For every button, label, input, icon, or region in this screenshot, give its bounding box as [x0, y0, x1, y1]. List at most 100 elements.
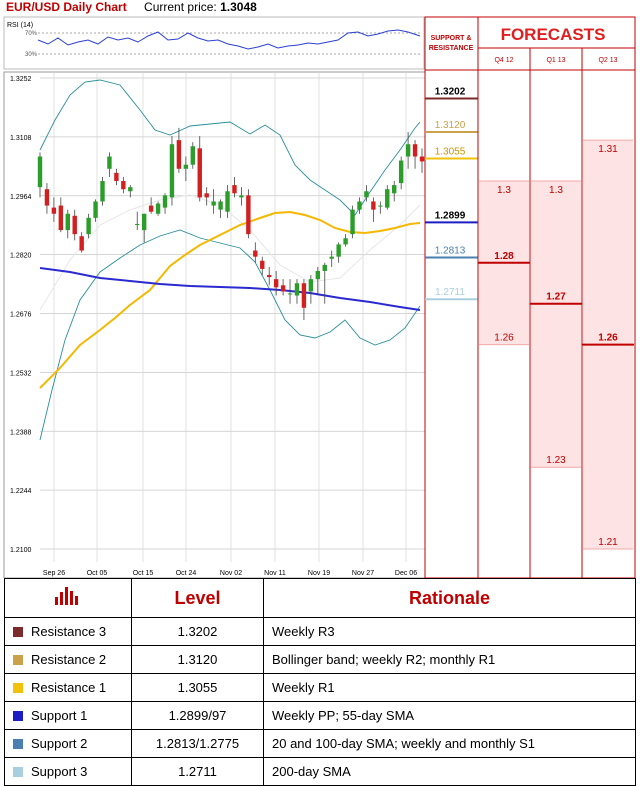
y-tick-label: 1.2244: [10, 488, 32, 495]
candle-body: [79, 236, 84, 251]
rationale-cell: Bollinger band; weekly R2; monthly R1: [263, 645, 636, 674]
level-value-cell: 1.2711: [131, 757, 264, 786]
candle-body: [301, 283, 307, 308]
candle-body: [329, 256, 334, 259]
level-color-swatch: [13, 683, 23, 693]
sr-level-label: 1.3055: [435, 147, 466, 158]
candle-body: [336, 244, 341, 257]
level-name: Resistance 1: [31, 680, 107, 695]
candle-body: [419, 156, 425, 162]
levels-table-row: Support 2 1.2813/1.2775 20 and 100-day SMA…: [4, 729, 636, 758]
forecast-mid-label: 1.27: [546, 292, 566, 303]
candle-body: [343, 238, 348, 245]
candle-body: [232, 185, 237, 194]
candle-body: [315, 270, 321, 280]
level-value-cell: 1.3202: [131, 617, 264, 646]
level-value-cell: 1.2813/1.2775: [131, 729, 264, 758]
y-tick-label: 1.2676: [10, 312, 32, 319]
candle-body: [37, 156, 43, 188]
candle-body: [239, 195, 244, 198]
candle-body: [100, 181, 105, 202]
rationale-column-header: Rationale: [263, 578, 636, 618]
levels-icon-cell: [4, 578, 132, 618]
level-name-cell: Resistance 1: [4, 673, 132, 702]
forecast-mid-label: 1.26: [598, 333, 618, 344]
levels-table-header: Level Rationale: [4, 578, 636, 618]
level-value-cell: 1.3120: [131, 645, 264, 674]
candle-body: [350, 209, 355, 235]
candle-body: [398, 160, 404, 184]
sr-level-label: 1.2899: [435, 210, 466, 221]
100-day-sma: [39, 267, 421, 311]
current-price-label: Current price:: [144, 0, 217, 14]
x-tick-label: Nov 19: [308, 570, 330, 577]
level-name-cell: Support 1: [4, 701, 132, 730]
candle-body: [58, 205, 64, 231]
candle-body: [148, 205, 154, 212]
sr-level-label: 1.2711: [435, 287, 465, 298]
level-value-cell: 1.3055: [131, 673, 264, 702]
candle-body: [44, 189, 50, 206]
rsi-line: [37, 29, 421, 50]
x-tick-label: Dec 06: [395, 570, 417, 577]
level-name-cell: Support 2: [4, 729, 132, 758]
y-tick-label: 1.2100: [10, 547, 32, 554]
rsi-label: RSI (14): [7, 22, 33, 29]
candle-body: [176, 140, 182, 169]
candle-body: [128, 187, 133, 192]
axis-ticks: 1.3252 1.3108 1.2964 1.2820 1.2676 1.2532 1.23…: [10, 76, 417, 577]
forecast-high-label: 1.31: [598, 144, 618, 155]
candle-body: [197, 148, 202, 198]
y-tick-label: 1.2964: [10, 194, 32, 201]
x-tick-label: Oct 05: [87, 570, 108, 577]
candle-body: [385, 189, 390, 208]
candle-body: [246, 195, 251, 235]
level-name: Support 2: [31, 736, 88, 751]
levels-table-row: Resistance 3 1.3202 Weekly R3: [4, 617, 636, 646]
x-tick-label: Sep 26: [43, 570, 65, 577]
y-tick-label: 1.2532: [10, 370, 32, 377]
sr-column: [424, 16, 479, 578]
candle-body: [107, 156, 112, 169]
candle-body: [364, 191, 369, 198]
y-tick-label: 1.3108: [10, 135, 32, 142]
candle-body: [378, 205, 383, 207]
levels-table-row: Support 1 1.2899/97 Weekly PP; 55-day SMA: [4, 701, 636, 730]
level-color-swatch: [13, 627, 23, 637]
candle-body: [51, 207, 57, 214]
candle-body: [392, 185, 397, 194]
x-tick-label: Oct 15: [133, 570, 154, 577]
candle-body: [287, 293, 293, 295]
x-tick-label: Oct 24: [176, 570, 197, 577]
level-name-cell: Resistance 2: [4, 645, 132, 674]
candle-body: [280, 285, 286, 292]
candle-body: [260, 260, 265, 269]
forecast-low-label: 1.23: [546, 455, 566, 466]
rsi-30-label: 30%: [25, 52, 38, 58]
level-name-cell: Support 3: [4, 757, 132, 786]
forecast-low-label: 1.21: [598, 537, 618, 548]
chart-header: EUR/USD Daily Chart Current price: 1.304…: [6, 0, 257, 16]
level-color-swatch: [13, 739, 23, 749]
candle-body: [405, 144, 411, 157]
sr-level-label: 1.3120: [435, 120, 466, 131]
candle-body: [183, 164, 189, 169]
forecast-period-label: Q4 12: [494, 57, 513, 64]
y-tick-label: 1.2820: [10, 253, 32, 260]
sr-level-label: 1.3202: [435, 86, 466, 97]
sr-header-line1: SUPPORT &: [431, 35, 472, 42]
candle-body: [225, 191, 230, 212]
forecast-period-label: Q2 13: [598, 57, 617, 64]
candle-body: [72, 215, 77, 235]
sr-level-label: 1.2813: [435, 245, 466, 256]
candle-body: [211, 201, 216, 206]
rsi-70-label: 70%: [25, 31, 38, 37]
level-name-cell: Resistance 3: [4, 617, 132, 646]
y-tick-label: 1.3252: [10, 76, 32, 83]
20-day-sma: [39, 194, 421, 311]
forecast-period-label: Q1 13: [546, 57, 565, 64]
levels-table-row: Resistance 1 1.3055 Weekly R1: [4, 673, 636, 702]
candle-body: [218, 201, 223, 210]
level-name: Support 3: [31, 764, 88, 779]
rationale-cell: Weekly R1: [263, 673, 636, 702]
